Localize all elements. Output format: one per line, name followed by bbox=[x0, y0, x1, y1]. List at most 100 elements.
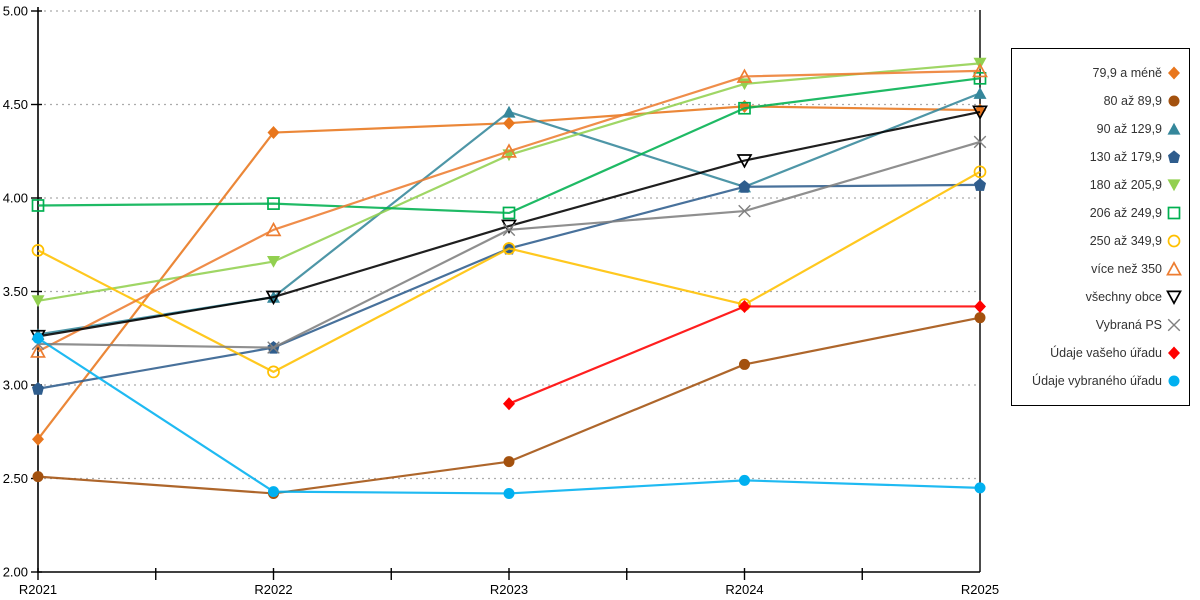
series-line bbox=[508, 305, 980, 405]
x-tick-label: R2024 bbox=[725, 582, 763, 597]
series-line bbox=[37, 69, 981, 353]
data-point-marker bbox=[502, 223, 516, 237]
data-point-marker bbox=[974, 299, 986, 313]
legend-item[interactable]: 90 až 129,9 bbox=[1097, 120, 1182, 138]
data-point-marker bbox=[265, 290, 282, 306]
circle-marker-icon bbox=[1168, 95, 1180, 107]
y-tick-label: 5.00 bbox=[3, 4, 28, 19]
x-tick-label: R2021 bbox=[19, 582, 57, 597]
data-point-marker bbox=[502, 105, 516, 118]
data-point-marker bbox=[502, 206, 516, 220]
legend-item-label: 130 až 179,9 bbox=[1089, 149, 1162, 164]
data-point-marker bbox=[738, 204, 751, 218]
series-11 bbox=[32, 332, 986, 499]
legend-item[interactable]: všechny obce bbox=[1086, 288, 1182, 306]
circle-marker-icon bbox=[1167, 234, 1181, 248]
legend-item[interactable]: Vybraná PS bbox=[1096, 316, 1182, 334]
legend-item[interactable]: 250 až 349,9 bbox=[1090, 232, 1182, 250]
y-tick-label: 2.00 bbox=[3, 565, 28, 580]
series-line bbox=[37, 183, 981, 390]
data-point-marker bbox=[738, 180, 751, 193]
data-point-marker bbox=[32, 332, 44, 344]
x-tick-label: R2022 bbox=[254, 582, 292, 597]
data-point-marker bbox=[32, 432, 44, 446]
data-point-marker bbox=[974, 312, 986, 324]
legend-item-label: Údaje vašeho úřadu bbox=[1050, 345, 1162, 360]
legend-item[interactable]: 206 až 249,9 bbox=[1090, 204, 1182, 222]
chart-plot-area: 2.00 2.50 3.00 3.50 4.00 4.50 5.00 R2021 R2022 R2… bbox=[3, 4, 999, 598]
data-point-marker bbox=[736, 68, 753, 83]
y-tick-label: 3.00 bbox=[3, 378, 28, 393]
legend: 79,9 a méně 80 až 89,9 90 až 129,9 130 až 1… bbox=[1011, 48, 1190, 406]
series-6 bbox=[31, 165, 987, 379]
circle-marker-icon bbox=[1168, 375, 1180, 387]
triangle-up-marker-icon bbox=[1166, 261, 1182, 276]
triangle-up-marker-icon bbox=[1167, 122, 1181, 135]
triangle-down-marker-icon bbox=[1166, 290, 1182, 305]
data-point-marker bbox=[973, 87, 987, 99]
data-point-marker bbox=[738, 101, 751, 115]
data-point-marker bbox=[974, 178, 986, 191]
series-4 bbox=[31, 57, 987, 308]
data-point-marker bbox=[503, 116, 515, 130]
data-point-marker bbox=[973, 71, 987, 85]
pentagon-marker-icon bbox=[1168, 150, 1180, 163]
legend-item-label: všechny obce bbox=[1085, 289, 1162, 304]
legend-item-label: 180 až 205,9 bbox=[1089, 177, 1162, 192]
data-point-marker bbox=[268, 486, 279, 498]
data-point-marker bbox=[265, 221, 282, 237]
x-tick-label: R2023 bbox=[490, 582, 528, 597]
data-point-marker bbox=[30, 343, 46, 358]
legend-item-label: 250 až 349,9 bbox=[1089, 233, 1162, 248]
data-point-marker bbox=[973, 165, 987, 179]
data-point-marker bbox=[972, 105, 988, 120]
series-5 bbox=[31, 71, 987, 220]
legend-item[interactable]: 80 až 89,9 bbox=[1104, 92, 1182, 110]
legend-item[interactable]: 180 až 205,9 bbox=[1090, 176, 1182, 194]
data-point-marker bbox=[738, 299, 751, 313]
data-point-marker bbox=[503, 456, 515, 468]
data-point-marker bbox=[267, 197, 280, 210]
data-point-marker bbox=[32, 382, 44, 395]
data-point-marker bbox=[972, 62, 988, 78]
series-3 bbox=[32, 178, 986, 395]
data-point-marker bbox=[267, 341, 280, 354]
legend-item[interactable]: Údaje vybraného úřadu bbox=[1032, 372, 1182, 390]
data-point-marker bbox=[503, 487, 515, 499]
x-tick-label: R2025 bbox=[961, 582, 999, 597]
data-point-marker bbox=[267, 255, 280, 268]
data-point-marker bbox=[973, 135, 987, 149]
series-line bbox=[37, 170, 981, 374]
legend-item[interactable]: více než 350 bbox=[1091, 260, 1182, 278]
legend-item[interactable]: 130 až 179,9 bbox=[1090, 148, 1182, 166]
data-point-marker bbox=[502, 242, 516, 255]
data-point-marker bbox=[267, 126, 280, 140]
legend-item[interactable]: Údaje vašeho úřadu bbox=[1050, 344, 1182, 362]
data-point-marker bbox=[31, 295, 45, 308]
data-point-marker bbox=[974, 482, 986, 494]
series-line bbox=[37, 77, 981, 215]
y-tick-label: 4.00 bbox=[3, 191, 28, 206]
series-10 bbox=[503, 299, 986, 411]
y-tick-label: 3.50 bbox=[3, 284, 28, 299]
x-marker-icon bbox=[1167, 318, 1181, 332]
series-7 bbox=[30, 62, 988, 358]
data-point-marker bbox=[32, 471, 44, 483]
data-point-marker bbox=[501, 143, 517, 158]
data-point-marker bbox=[736, 154, 753, 169]
data-point-marker bbox=[503, 397, 515, 411]
diamond-marker-icon bbox=[1168, 66, 1180, 80]
data-point-marker bbox=[267, 365, 280, 379]
y-tick-label: 2.50 bbox=[3, 471, 28, 486]
series-line bbox=[37, 62, 981, 302]
legend-item-label: Vybraná PS bbox=[1095, 317, 1162, 332]
diamond-marker-icon bbox=[1168, 346, 1180, 360]
legend-item-label: 90 až 129,9 bbox=[1096, 121, 1162, 136]
square-marker-icon bbox=[1167, 206, 1181, 220]
series-line bbox=[37, 337, 981, 495]
legend-item[interactable]: 79,9 a méně bbox=[1093, 64, 1183, 82]
data-point-marker bbox=[739, 474, 750, 486]
data-point-marker bbox=[31, 244, 45, 257]
triangle-down-marker-icon bbox=[1167, 179, 1181, 192]
